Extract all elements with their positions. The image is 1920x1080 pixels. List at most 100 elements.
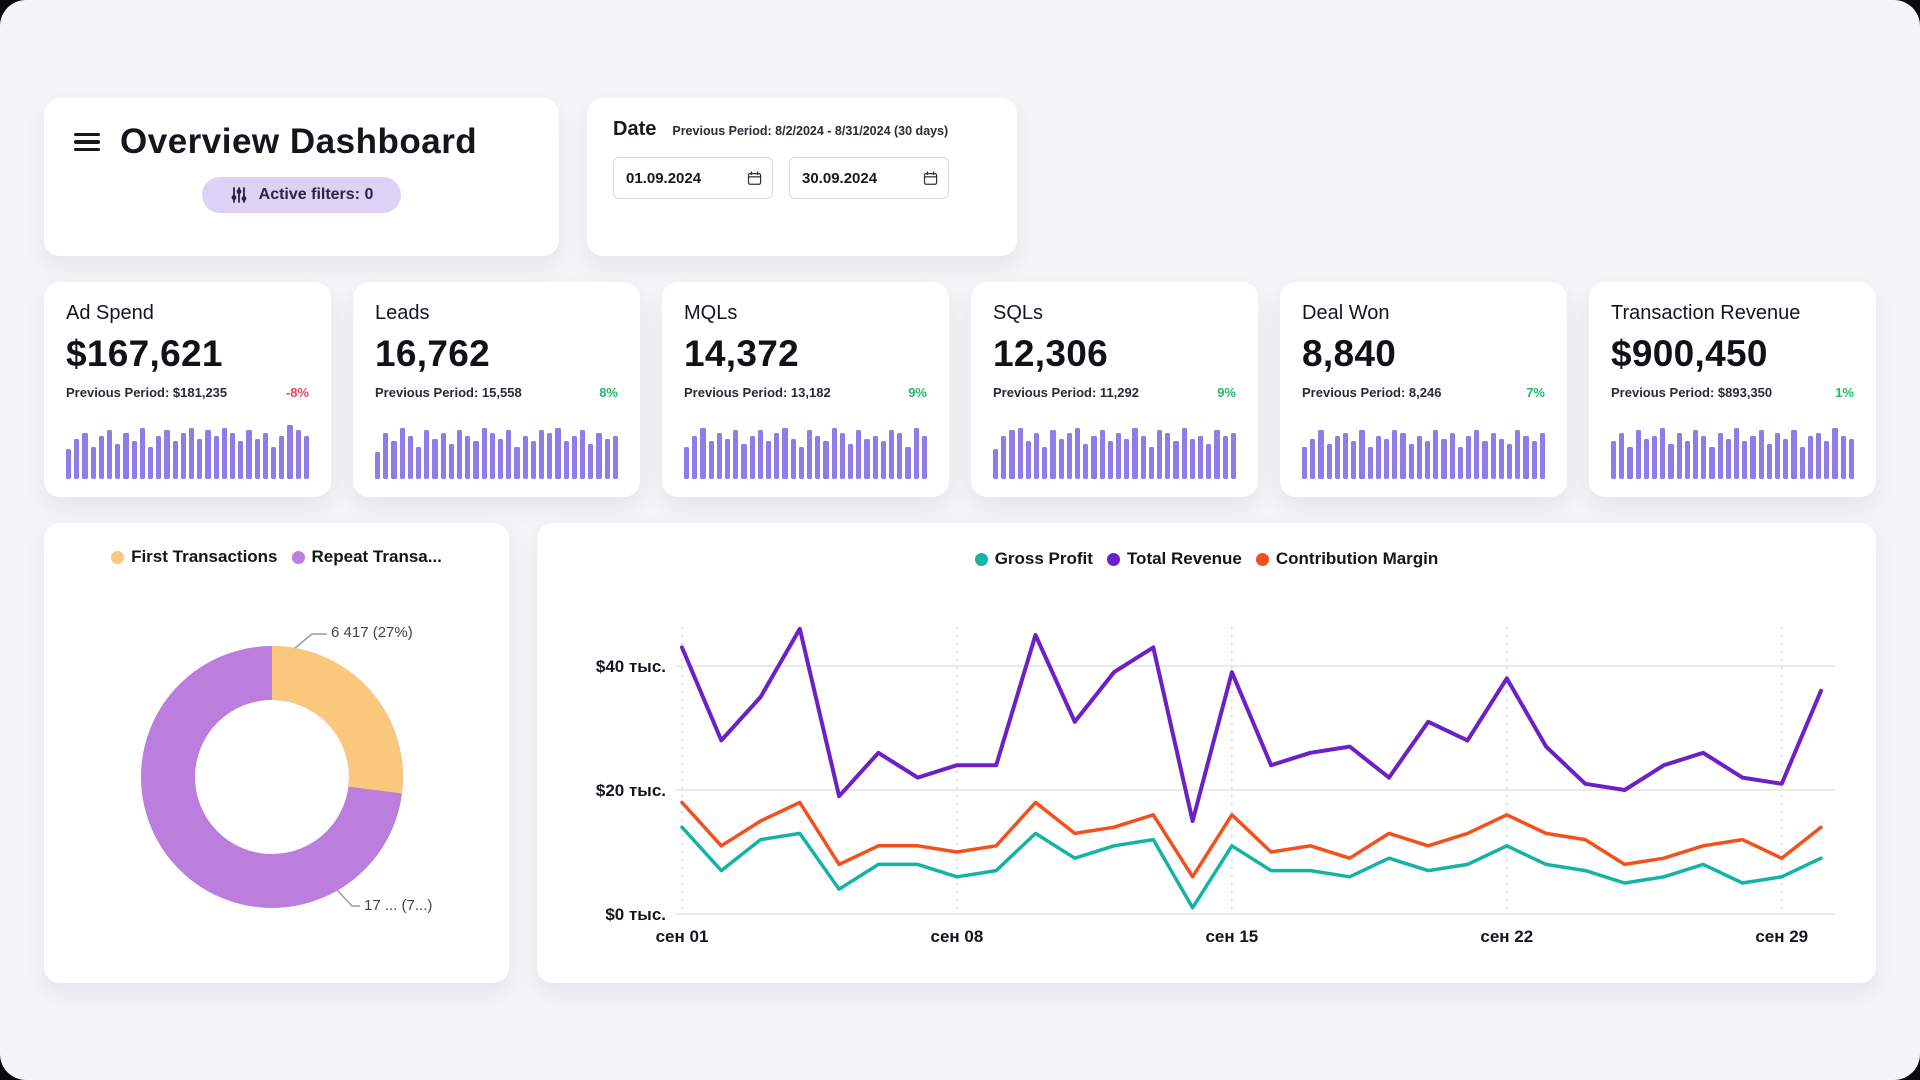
sparkline-bar [1783, 438, 1789, 479]
calendar-icon[interactable] [923, 170, 938, 187]
sparkline-bar [1457, 446, 1464, 479]
donut-slice-first [141, 646, 403, 908]
sparkline-bar [905, 446, 911, 479]
kpi-delta: 9% [1217, 385, 1236, 400]
filter-sliders-icon [231, 187, 247, 203]
sparkline-bar [1515, 430, 1521, 479]
sparkline-bar [1742, 441, 1748, 479]
start-date-input[interactable] [626, 169, 747, 187]
sparkline-bar [189, 427, 195, 479]
kpi-title: Transaction Revenue [1611, 302, 1801, 324]
sparkline-bar [1050, 430, 1056, 479]
kpi-previous-period: Previous Period: $181,235 [66, 385, 228, 400]
active-filters-button[interactable]: Active filters: 0 [201, 177, 402, 213]
sparkline-bar [880, 441, 887, 479]
date-card: Date Previous Period: 8/2/2024 - 8/31/20… [587, 98, 1017, 256]
kpi-sparkline [1302, 425, 1546, 479]
callout-line-repeat [336, 889, 360, 907]
sparkline-bar [1075, 427, 1081, 479]
sparkline-bar [391, 441, 397, 479]
sparkline-bar [1310, 438, 1316, 479]
sparkline-bar [1433, 430, 1439, 479]
sparkline-bar [1375, 435, 1382, 479]
sparkline-bar [82, 433, 88, 479]
y-tick-label: $20 тыс. [596, 781, 666, 800]
sparkline-bar [254, 438, 260, 479]
sparkline-bar [156, 435, 162, 479]
donut-callout-repeat: 17 ... (7...) [364, 897, 433, 914]
sparkline-bar [197, 438, 203, 479]
calendar-icon[interactable] [747, 170, 762, 187]
sparkline-bar [993, 449, 999, 479]
sparkline-bar [1408, 443, 1414, 479]
sparkline-bar [107, 430, 113, 479]
kpi-card-leads: Leads 16,762 Previous Period: 15,558 8% [353, 282, 640, 497]
end-date-field[interactable] [789, 157, 949, 199]
sparkline-bar [1222, 435, 1228, 479]
sparkline-bar [839, 433, 846, 479]
sparkline-bar [1498, 438, 1505, 479]
end-date-input[interactable] [802, 169, 923, 187]
legend-item-first-transactions[interactable]: First Transactions [111, 547, 278, 567]
sparkline-bar [1701, 435, 1707, 479]
series-line-contribution-margin [680, 800, 1823, 879]
sparkline-bar [238, 441, 244, 479]
legend-item-contribution-margin[interactable]: Contribution Margin [1255, 549, 1438, 569]
kpi-row: Ad Spend $167,621 Previous Period: $181,… [44, 282, 1876, 497]
sparkline-bar [1717, 433, 1723, 479]
sparkline-bar [1384, 438, 1390, 479]
legend-item-repeat-transactions[interactable]: Repeat Transa... [291, 547, 442, 567]
callout-line-first [294, 633, 327, 649]
sparkline-bar [1840, 435, 1846, 479]
sparkline-bar [1490, 433, 1496, 479]
sparkline-bar [872, 435, 878, 479]
kpi-previous-period: Previous Period: 15,558 [375, 385, 522, 400]
sparkline-bar [1791, 430, 1797, 479]
x-tick-label: сен 15 [1205, 927, 1258, 946]
sparkline-bar [262, 433, 269, 479]
sparkline-bar [375, 452, 381, 479]
menu-icon[interactable] [74, 129, 100, 156]
sparkline-bar [708, 441, 714, 479]
sparkline-bar [807, 430, 813, 479]
sparkline-bar [1034, 433, 1040, 479]
sparkline-bar [1848, 438, 1855, 479]
sparkline-bar [399, 427, 405, 479]
sparkline-bar [1507, 443, 1513, 479]
sparkline-bar [66, 449, 72, 479]
date-label: Date [613, 118, 657, 140]
sparkline-bar [432, 438, 438, 479]
header-row: Overview Dashboard Active filters: 0 Dat… [44, 98, 1876, 256]
sparkline-bar [741, 443, 747, 479]
donut-chart: 6 417 (27%) 17 ... (7...) [44, 593, 509, 973]
legend-dot [974, 552, 988, 566]
overview-card: Overview Dashboard Active filters: 0 [44, 98, 559, 256]
sparkline-bar [271, 446, 277, 479]
sparkline-bar [1157, 430, 1163, 479]
sparkline-bar [1619, 433, 1625, 479]
gridlines [676, 627, 1835, 915]
sparkline-bar [848, 443, 854, 479]
legend-item-gross-profit[interactable]: Gross Profit [974, 549, 1093, 569]
charts-row: First Transactions Repeat Transa... 6 41… [44, 523, 1876, 983]
sparkline-bar [180, 433, 187, 479]
sparkline-bar [815, 435, 821, 479]
sparkline-bar [1441, 438, 1447, 479]
start-date-field[interactable] [613, 157, 773, 199]
sparkline-bar [1066, 433, 1073, 479]
sparkline-bar [440, 433, 446, 479]
kpi-card-deal-won: Deal Won 8,840 Previous Period: 8,246 7% [1280, 282, 1567, 497]
donut-legend: First Transactions Repeat Transa... [68, 547, 485, 567]
sparkline-bar [684, 446, 690, 479]
sparkline-bar [407, 435, 414, 479]
sparkline-bar [716, 433, 723, 479]
kpi-card-ad-spend: Ad Spend $167,621 Previous Period: $181,… [44, 282, 331, 497]
sparkline-bar [798, 446, 805, 479]
active-filters-label: Active filters: 0 [258, 186, 374, 203]
sparkline-bar [1343, 433, 1349, 479]
sparkline-bar [246, 430, 252, 479]
legend-item-total-revenue[interactable]: Total Revenue [1106, 549, 1242, 569]
sparkline-bar [1198, 435, 1204, 479]
sparkline-bar [416, 446, 422, 479]
